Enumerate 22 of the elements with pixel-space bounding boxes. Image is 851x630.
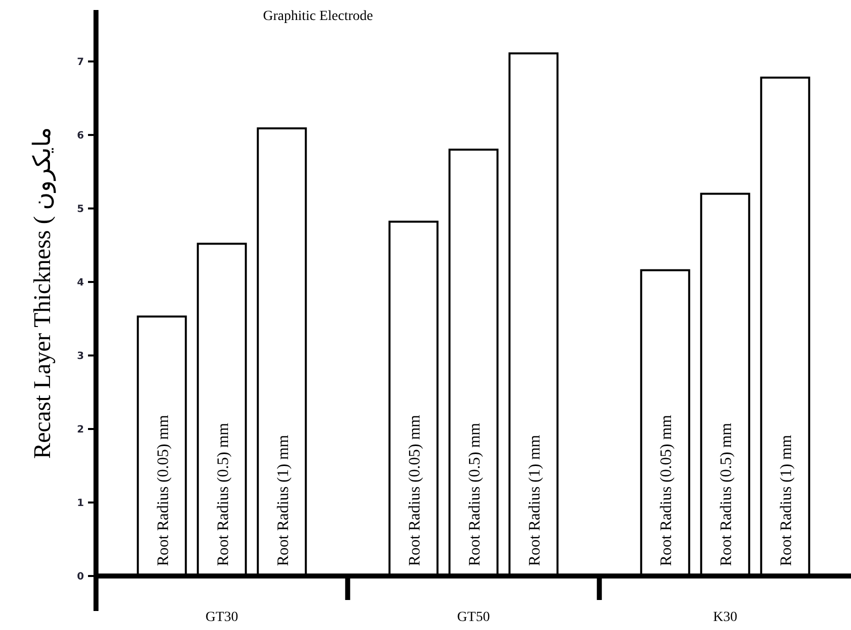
- text: Root Radius (1) mm: [778, 434, 796, 566]
- text: Root Radius (0.5) mm: [718, 422, 736, 566]
- y-tick-label: 4: [77, 277, 84, 288]
- y-tick-label: 7: [77, 56, 84, 68]
- y-tick-label: 5: [77, 204, 84, 215]
- x-tick-label: GT30: [205, 610, 238, 625]
- x-tick-label: GT50: [457, 610, 490, 625]
- series-label: Root Radius (0.05) mm: [154, 414, 172, 566]
- chart-title: Graphitic Electrode: [262, 9, 374, 24]
- y-axis-title: Recast Layer Thickness ( مایکرون: [30, 127, 56, 459]
- series-label: Root Radius (0.5) mm: [214, 422, 232, 566]
- y-tick-label: 3: [77, 350, 84, 362]
- text: Root Radius (1) mm: [526, 434, 544, 566]
- text: Root Radius (0.05) mm: [406, 414, 424, 566]
- x-tick-label: K30: [713, 610, 738, 625]
- text: Root Radius (0.05) mm: [658, 414, 676, 566]
- y-tick-label: 1: [77, 498, 84, 509]
- series-label: Root Radius (1) mm: [274, 434, 292, 566]
- y-tick-label: 2: [77, 424, 84, 436]
- y-tick-label: 0: [77, 572, 84, 582]
- text: Root Radius (0.5) mm: [466, 422, 484, 566]
- y-tick-label: 6: [77, 130, 84, 142]
